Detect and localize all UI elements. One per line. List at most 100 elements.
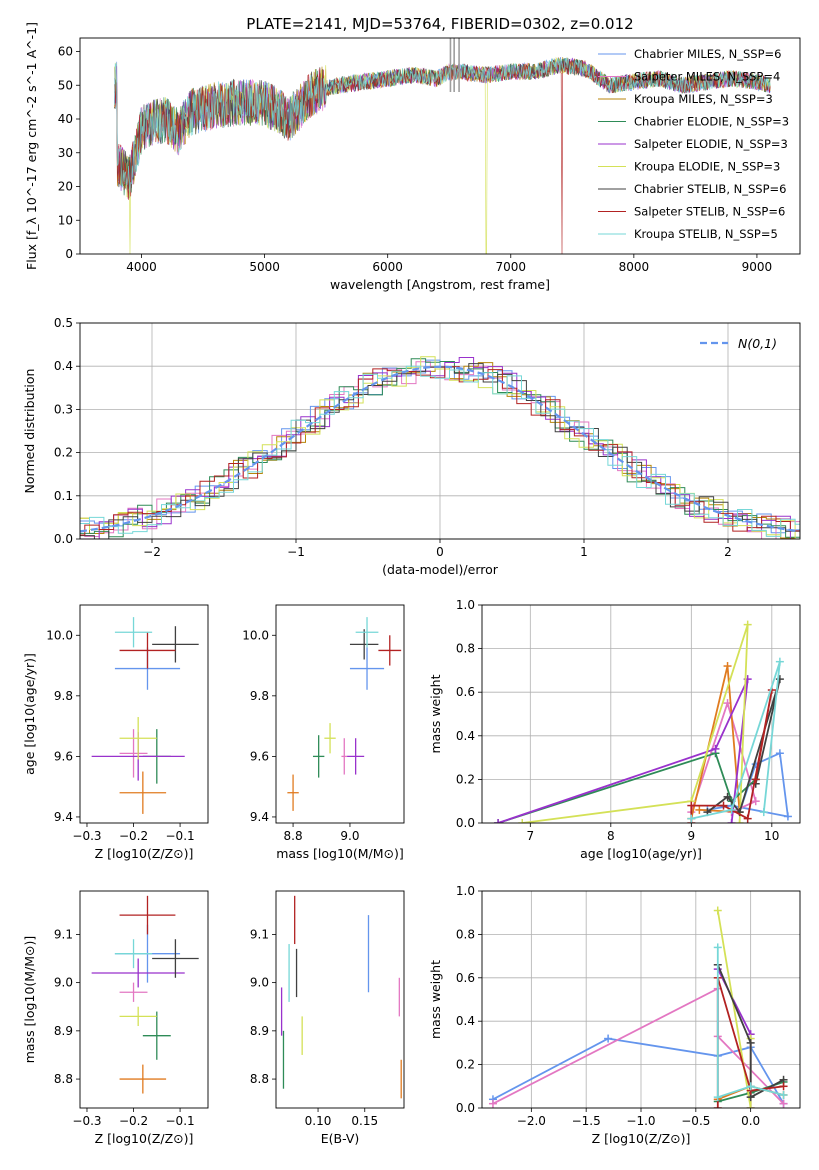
- x-tick-label: −0.3: [72, 829, 101, 843]
- errorbar-point: [152, 939, 199, 978]
- weight-marker: [746, 1104, 755, 1108]
- y-tick-label: 9.0: [250, 976, 269, 990]
- weight-marker: [723, 792, 732, 801]
- weight-marker: [713, 906, 722, 915]
- y-tick-label: 10: [58, 213, 73, 227]
- axes-mass-vs-ebv: 0.10 0.15 8.8 8.9 9.0 9.1 E(B-V): [250, 890, 405, 1146]
- weight-line-9: [691, 661, 781, 820]
- x-tick-label: 7: [526, 829, 534, 843]
- axes-frame: [481, 890, 801, 1109]
- weight-line-5: [497, 678, 749, 823]
- y-tick-label: 0.4: [54, 359, 73, 373]
- weight-marker: [687, 801, 696, 810]
- y-tick-label: 0.2: [54, 446, 73, 460]
- errorbar-point: [152, 626, 199, 663]
- x-axis-label: Z [log10(Z/Z⊙)]: [95, 1131, 194, 1146]
- legend-label: Kroupa ELODIE, N_SSP=3: [634, 160, 780, 174]
- x-tick-label: 0: [436, 545, 444, 559]
- y-tick-label: 8.9: [54, 1024, 73, 1038]
- axes-residuals: −2 −1 0 1 2 0.0 0.1 0.2 0.3 0.4 0.5 (data-model)/er…: [22, 316, 801, 577]
- y-tick-label: 0.3: [54, 402, 73, 416]
- spectrum-legend: Chabrier MILES, N_SSP=6 Salpeter MILES, N…: [598, 47, 789, 241]
- x-tick-label: 0.10: [305, 1114, 332, 1128]
- weight-marker: [727, 819, 736, 823]
- errorbar-point: [142, 1011, 171, 1060]
- weight-marker: [713, 1104, 722, 1108]
- errorbar-point: [349, 647, 385, 690]
- errorbar-point: [114, 617, 153, 648]
- y-tick-label: 1.0: [456, 598, 475, 612]
- histogram-9: [80, 365, 800, 537]
- x-tick-label: 6000: [372, 260, 403, 274]
- y-tick-label: 8.9: [250, 1024, 269, 1038]
- errorbar-point: [119, 982, 148, 1002]
- legend-label: Salpeter ELODIE, N_SSP=3: [634, 137, 788, 151]
- y-tick-label: 0.8: [456, 927, 475, 941]
- errorbar-point: [324, 723, 336, 754]
- x-tick-label: −0.2: [119, 1114, 148, 1128]
- weight-line-1: [707, 751, 789, 818]
- x-axis-label: wavelength [Angstrom, rest frame]: [330, 277, 550, 292]
- spectrum-line-8: [114, 58, 771, 254]
- x-tick-label: 5000: [249, 260, 280, 274]
- y-tick-label: 0: [65, 247, 73, 261]
- x-tick-label: 9.0: [340, 829, 359, 843]
- weight-marker: [779, 1082, 788, 1091]
- x-axis-label: Z [log10(Z/Z⊙)]: [592, 1131, 691, 1146]
- y-tick-label: 0.1: [54, 489, 73, 503]
- x-tick-label: 0.0: [741, 1114, 760, 1128]
- x-tick-label: 8000: [619, 260, 650, 274]
- errorbar-point: [119, 1006, 157, 1027]
- y-tick-label: 0.0: [456, 816, 475, 830]
- y-tick-label: 0.6: [456, 971, 475, 985]
- errorbars-age-vs-mass: [287, 617, 402, 811]
- axes-mass-weight-vs-age: 7 8 9 10 0.0 0.2 0.4 0.6 0.8 1.0 age [log10(age/yr…: [428, 598, 801, 861]
- errorbar-point: [119, 771, 167, 814]
- legend-label: Salpeter MILES, N_SSP=4: [634, 70, 780, 84]
- axes-mass-vs-Z: −0.3 −0.2 −0.1 8.8 8.9 9.0 9.1 Z [log10(Z/Z⊙)] m…: [22, 890, 209, 1146]
- x-tick-label: −1.5: [572, 1114, 601, 1128]
- legend-label: Chabrier STELIB, N_SSP=6: [634, 182, 786, 196]
- weight-marker: [713, 1093, 722, 1102]
- weights-mass-weight-vs-Z: [488, 906, 788, 1108]
- y-tick-label: 8.8: [250, 1072, 269, 1086]
- weight-marker: [775, 657, 784, 666]
- spectrum-line-9: [114, 57, 771, 193]
- y-tick-label: 9.1: [54, 927, 73, 941]
- y-tick-label: 10.0: [242, 628, 269, 642]
- weight-marker: [719, 801, 728, 810]
- y-tick-label: 9.6: [250, 749, 269, 763]
- axes-frame: [79, 890, 209, 1109]
- y-tick-label: 10.0: [46, 628, 73, 642]
- weight-marker: [751, 797, 760, 806]
- errorbar-point: [312, 735, 325, 778]
- y-axis-label: mass weight: [428, 674, 443, 753]
- errorbar-point: [119, 729, 148, 778]
- weight-marker: [723, 662, 732, 671]
- errorbar-point: [119, 895, 176, 935]
- y-tick-label: 0.0: [456, 1101, 475, 1115]
- errorbar-point: [91, 958, 185, 988]
- errorbar-point: [119, 717, 157, 760]
- y-tick-label: 20: [58, 180, 73, 194]
- x-tick-label: −0.2: [119, 829, 148, 843]
- weight-marker: [775, 749, 784, 758]
- histogram-8: [80, 366, 800, 536]
- errorbar-point: [341, 738, 348, 775]
- y-tick-label: 0.4: [456, 729, 475, 743]
- y-tick-label: 60: [58, 45, 73, 59]
- y-tick-label: 9.1: [250, 927, 269, 941]
- x-axis-label: E(B-V): [321, 1131, 360, 1146]
- weight-marker: [743, 620, 752, 629]
- x-tick-label: 8.8: [284, 829, 303, 843]
- x-tick-label: 9000: [742, 260, 773, 274]
- axes-frame: [481, 604, 801, 824]
- x-tick-label: 0.15: [351, 1114, 378, 1128]
- errorbar-point: [119, 632, 176, 669]
- histogram-6: [80, 356, 800, 539]
- weight-marker: [783, 812, 792, 821]
- weight-marker: [735, 819, 744, 823]
- weight-marker: [711, 744, 720, 753]
- weight-marker: [759, 808, 768, 817]
